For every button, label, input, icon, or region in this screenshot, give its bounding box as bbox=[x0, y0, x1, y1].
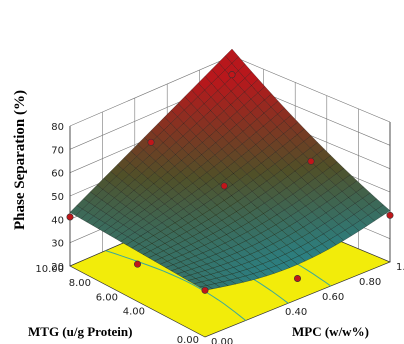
z-axis-label: Phase Separation (%) bbox=[12, 90, 28, 230]
x-axis-ticks: 10.00 8.00 6.00 4.00 0.00 bbox=[35, 264, 199, 344]
y-tick-label: 1.0 bbox=[396, 262, 404, 273]
y-tick-label: 0.00 bbox=[211, 337, 233, 344]
z-tick-label: 70 bbox=[51, 145, 64, 156]
x-tick-label: 6.00 bbox=[96, 292, 118, 303]
design-point bbox=[228, 71, 236, 79]
design-point bbox=[386, 211, 394, 219]
z-axis-ticks: 20 30 40 50 60 70 80 bbox=[51, 122, 64, 273]
y-tick-label: 0.40 bbox=[285, 307, 307, 318]
x-tick-label: 8.00 bbox=[69, 278, 91, 289]
z-tick-label: 50 bbox=[51, 192, 64, 203]
design-point bbox=[293, 274, 301, 282]
y-axis-ticks: 0.00 0.40 0.60 0.80 1.0 bbox=[211, 262, 404, 344]
z-tick-label: 80 bbox=[51, 122, 64, 133]
x-tick-label: 4.00 bbox=[123, 307, 145, 318]
z-tick-label: 20 bbox=[51, 262, 64, 273]
design-point bbox=[147, 138, 155, 146]
design-points bbox=[66, 71, 394, 294]
z-tick-label: 40 bbox=[51, 215, 64, 226]
response-surface bbox=[69, 48, 391, 291]
design-point bbox=[66, 213, 74, 221]
y-axis-label: MPC (w/w%) bbox=[292, 324, 369, 339]
contour-line bbox=[105, 250, 247, 321]
design-point bbox=[201, 286, 209, 294]
x-tick-label: 10.00 bbox=[35, 264, 64, 275]
y-tick-label: 0.80 bbox=[359, 277, 381, 288]
y-tick-label: 0.60 bbox=[322, 292, 344, 303]
z-tick-label: 30 bbox=[51, 239, 64, 250]
x-axis-label: MTG (u/g Protein) bbox=[28, 324, 132, 339]
design-point bbox=[220, 182, 228, 190]
x-tick-label: 0.00 bbox=[177, 335, 199, 344]
z-tick-label: 60 bbox=[51, 169, 64, 180]
design-point bbox=[307, 157, 315, 165]
design-point bbox=[134, 260, 142, 268]
